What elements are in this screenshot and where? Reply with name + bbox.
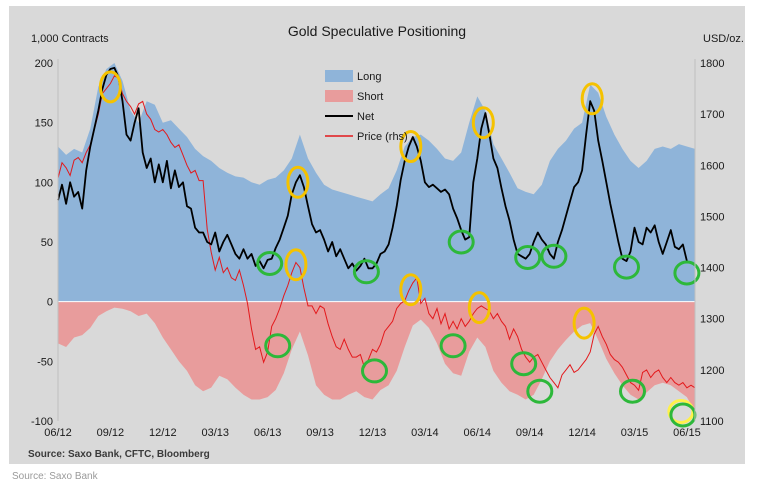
right-tick-label: 1500	[700, 211, 724, 223]
annotation-circle-19	[439, 333, 467, 359]
footnote: Source: Saxo Bank, CFTC, Bloomberg	[28, 449, 210, 460]
gold-positioning-chart: Gold Speculative Positioning 1,000 Contr…	[28, 23, 744, 460]
annotation-circle-0	[98, 70, 122, 104]
annotation-circle-20	[510, 351, 538, 377]
annotation-circle-11	[352, 259, 380, 285]
x-tick-label: 06/15	[673, 427, 701, 439]
legend-label-long: Long	[357, 71, 381, 83]
legend: Long Short Net Price (rhs)	[325, 70, 408, 143]
series-line-net	[57, 66, 688, 272]
x-tick-label: 09/13	[306, 427, 334, 439]
chart-panel: Gold Speculative Positioning 1,000 Contr…	[9, 6, 745, 464]
x-tick-label: 09/14	[516, 427, 544, 439]
series-line-price	[57, 75, 696, 392]
right-tick-label: 1400	[700, 263, 724, 275]
right-tick-label: 1700	[700, 109, 724, 121]
x-tick-label: 06/12	[44, 427, 72, 439]
legend-label-price: Price (rhs)	[357, 131, 408, 143]
left-axis-label: 1,000 Contracts	[31, 33, 109, 45]
plot-area: 200 150 100 50 0 -50 -100 1800 1700 1600 1500 1400 1…	[31, 58, 725, 439]
annotation-circle-8	[572, 306, 596, 340]
left-tick-label: 0	[47, 297, 53, 309]
x-tick-label: 12/13	[359, 427, 387, 439]
x-tick-label: 12/12	[149, 427, 177, 439]
right-tick-label: 1300	[700, 314, 724, 326]
left-tick-label: 200	[35, 58, 53, 70]
right-axis-label: USD/oz.	[703, 33, 744, 45]
legend-swatch-long	[325, 70, 353, 82]
right-tick-label: 1200	[700, 365, 724, 377]
annotation-circle-4	[399, 273, 423, 307]
x-tick-label: 03/15	[621, 427, 649, 439]
annotation-circle-18	[361, 358, 388, 384]
outer-source-note: Source: Saxo Bank	[12, 471, 98, 482]
x-tick-label: 06/13	[254, 427, 282, 439]
series-area-short	[58, 301, 695, 412]
right-tick-label: 1100	[700, 416, 724, 428]
right-tick-label: 1800	[700, 58, 724, 70]
left-tick-label: -50	[37, 356, 53, 368]
x-tick-label: 03/14	[411, 427, 439, 439]
annotation-circle-17	[264, 333, 292, 359]
annotation-circle-3	[399, 130, 423, 163]
annotation-circle-14	[540, 243, 568, 269]
chart-title: Gold Speculative Positioning	[288, 23, 466, 39]
x-tick-label: 12/14	[568, 427, 596, 439]
legend-label-short: Short	[357, 91, 383, 103]
annotation-circle-5	[471, 106, 495, 140]
annotation-circle-2	[284, 248, 308, 282]
left-tick-label: 100	[35, 177, 53, 189]
annotation-circle-22	[619, 378, 646, 404]
annotation-circle-12	[447, 229, 475, 255]
x-tick-label: 03/13	[201, 427, 229, 439]
legend-swatch-short	[325, 90, 353, 102]
annotation-circle-7	[580, 82, 604, 116]
legend-label-net: Net	[357, 111, 374, 123]
annotation-circle-15	[613, 254, 640, 280]
annotation-circle-13	[514, 245, 542, 270]
annotation-circle-1	[286, 165, 310, 199]
left-tick-label: -100	[31, 416, 53, 428]
right-tick-label: 1600	[700, 160, 724, 172]
x-tick-label: 09/12	[97, 427, 125, 439]
x-tick-label: 06/14	[464, 427, 492, 439]
left-tick-label: 150	[35, 118, 53, 130]
left-tick-label: 50	[41, 237, 53, 249]
annotation-circle-10	[256, 251, 284, 276]
annotation-circle-16	[673, 260, 701, 286]
annotation-circle-6	[467, 291, 491, 325]
annotation-circle-21	[526, 378, 554, 404]
